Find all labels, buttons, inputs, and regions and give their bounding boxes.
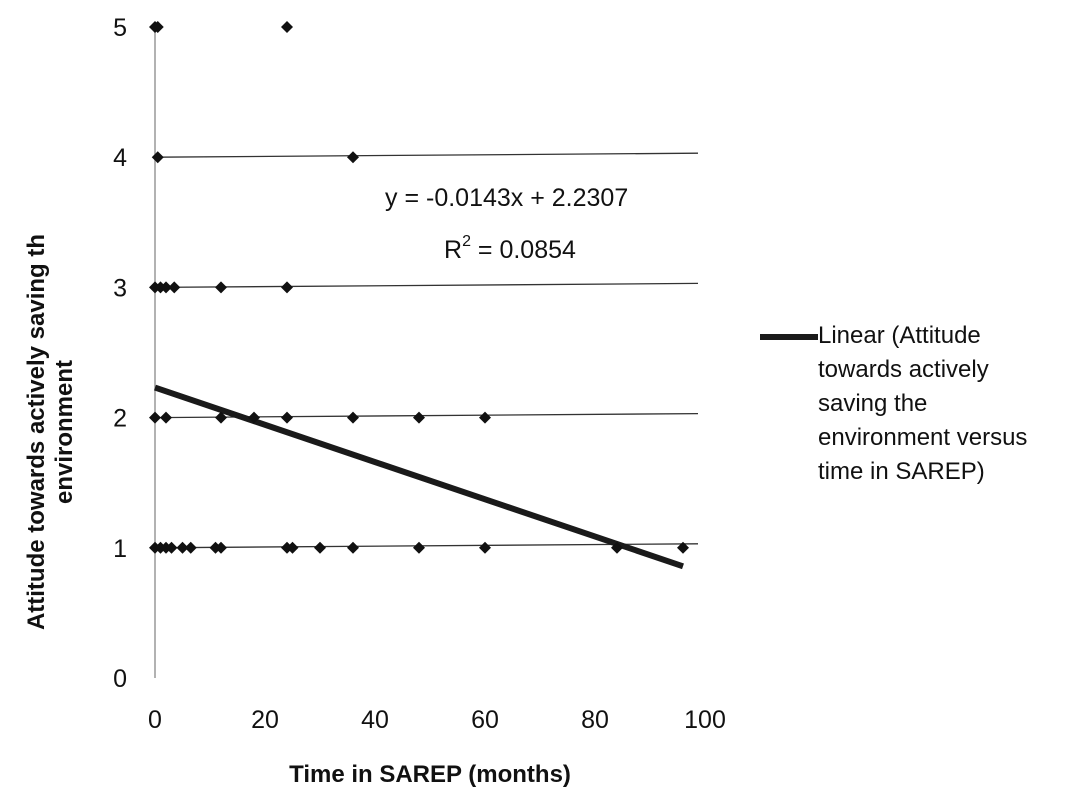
data-points bbox=[149, 21, 689, 554]
y-axis-title-line-2: environment bbox=[51, 360, 78, 504]
trendline-equation: y = -0.0143x + 2.2307 bbox=[385, 184, 628, 212]
data-point bbox=[215, 541, 227, 554]
data-point bbox=[168, 281, 181, 294]
data-point bbox=[479, 541, 491, 554]
data-point bbox=[413, 411, 425, 424]
data-point bbox=[413, 541, 425, 554]
y-axis-title-line-1: Attitude towards actively saving th bbox=[23, 234, 50, 630]
legend-line-4: environment versus bbox=[818, 424, 1027, 451]
y-tick-label: 3 bbox=[113, 274, 127, 302]
x-axis-title: Time in SAREP (months) bbox=[289, 761, 571, 787]
data-point bbox=[215, 411, 227, 424]
data-point bbox=[160, 411, 172, 424]
legend-line-2: towards actively bbox=[818, 356, 989, 383]
y-tick-label: 5 bbox=[113, 14, 127, 42]
x-tick-label: 20 bbox=[251, 706, 279, 734]
x-tick-label: 40 bbox=[361, 706, 389, 734]
level-line-4 bbox=[154, 152, 699, 158]
data-point bbox=[184, 541, 197, 554]
y-tick-label: 1 bbox=[113, 535, 127, 563]
data-point bbox=[677, 541, 689, 554]
data-point bbox=[479, 411, 491, 424]
x-tick-labels: 0 20 40 60 80 100 bbox=[148, 706, 726, 734]
data-point bbox=[151, 151, 164, 164]
x-tick-label: 100 bbox=[684, 706, 726, 734]
data-point bbox=[281, 21, 293, 33]
data-point bbox=[314, 541, 326, 554]
data-point bbox=[281, 411, 293, 424]
data-point bbox=[215, 281, 227, 294]
data-point bbox=[165, 541, 178, 554]
legend-line-3: saving the bbox=[818, 390, 927, 417]
data-point bbox=[149, 411, 161, 424]
legend-line-1: Linear (Attitude bbox=[818, 322, 981, 349]
level-lines bbox=[154, 152, 699, 549]
x-tick-label: 80 bbox=[581, 706, 609, 734]
level-line-3 bbox=[154, 282, 699, 289]
x-tick-label: 60 bbox=[471, 706, 499, 734]
data-point bbox=[151, 21, 164, 33]
data-point bbox=[248, 411, 260, 424]
data-point bbox=[160, 281, 172, 294]
y-tick-labels: 0 1 2 3 4 5 bbox=[113, 14, 127, 693]
y-axis-title: Attitude towards actively saving th envi… bbox=[23, 234, 78, 630]
data-point bbox=[611, 541, 623, 554]
data-point bbox=[286, 541, 299, 554]
x-tick-label: 0 bbox=[148, 706, 162, 734]
trendline bbox=[154, 384, 684, 570]
data-point bbox=[281, 281, 293, 294]
y-tick-label: 2 bbox=[113, 405, 127, 433]
y-tick-label: 0 bbox=[113, 665, 127, 693]
data-point bbox=[176, 541, 189, 554]
data-point bbox=[347, 541, 359, 554]
level-line-1 bbox=[154, 543, 699, 549]
data-point bbox=[347, 411, 359, 424]
data-point bbox=[347, 151, 359, 164]
legend: Linear (Attitude towards actively saving… bbox=[760, 322, 1027, 485]
legend-line-5: time in SAREP) bbox=[818, 458, 985, 485]
r-squared-label: R2 = 0.0854 bbox=[444, 233, 576, 264]
y-tick-label: 4 bbox=[113, 144, 127, 172]
